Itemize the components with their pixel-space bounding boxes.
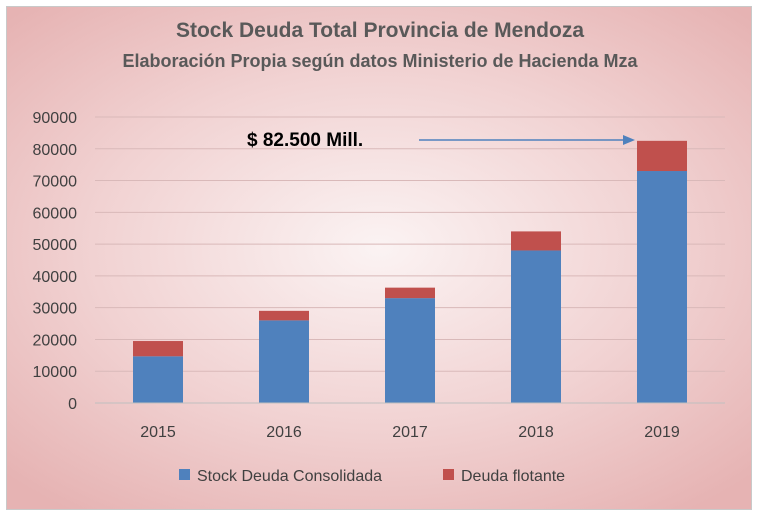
bar-flotante-2015 — [133, 341, 183, 357]
x-tick-label: 2016 — [266, 424, 302, 441]
y-tick-label: 0 — [68, 396, 77, 413]
y-tick-label: 60000 — [33, 205, 78, 222]
y-axis-ticks: 0 10000 20000 30000 40000 50000 60000 70000 8000… — [33, 110, 78, 413]
y-tick-label: 90000 — [33, 110, 78, 127]
y-tick-label: 10000 — [33, 364, 78, 381]
bar-consolidada-2018 — [511, 250, 561, 403]
chart-subtitle: Elaboración Propia según datos Ministeri… — [122, 51, 638, 71]
legend-label: Deuda flotante — [461, 468, 565, 485]
bar-flotante-2016 — [259, 310, 309, 321]
bar-flotante-2019 — [637, 140, 687, 172]
bar-flotante-2017 — [385, 287, 435, 299]
bar-consolidada-2017 — [385, 298, 435, 403]
legend-label: Stock Deuda Consolidada — [197, 468, 382, 485]
bars — [133, 140, 687, 403]
chart: Stock Deuda Total Provincia de Mendoza E… — [33, 19, 725, 485]
bar-consolidada-2016 — [259, 320, 309, 403]
x-tick-label: 2018 — [518, 424, 554, 441]
x-tick-label: 2015 — [140, 424, 176, 441]
bar-consolidada-2019 — [637, 171, 687, 403]
legend-swatch — [443, 469, 454, 480]
chart-frame: Stock Deuda Total Provincia de Mendoza E… — [6, 6, 752, 510]
bar-consolidada-2015 — [133, 356, 183, 403]
y-tick-label: 20000 — [33, 332, 78, 349]
x-tick-label: 2019 — [644, 424, 680, 441]
y-tick-label: 50000 — [33, 237, 78, 254]
y-tick-label: 30000 — [33, 301, 78, 318]
y-tick-label: 40000 — [33, 269, 78, 286]
legend-swatch — [179, 469, 190, 480]
chart-title: Stock Deuda Total Provincia de Mendoza — [176, 19, 584, 42]
annotation-text: $ 82.500 Mill. — [247, 130, 363, 151]
x-tick-label: 2017 — [392, 424, 428, 441]
legend: Stock Deuda Consolidada Deuda flotante — [179, 468, 565, 485]
annotation: $ 82.500 Mill. — [247, 130, 635, 151]
bar-flotante-2018 — [511, 231, 561, 251]
gridlines — [95, 116, 725, 372]
y-tick-label: 80000 — [33, 142, 78, 159]
x-axis-ticks: 2015 2016 2017 2018 2019 — [140, 424, 680, 441]
annotation-arrow-head — [623, 135, 635, 145]
y-tick-label: 70000 — [33, 174, 78, 191]
